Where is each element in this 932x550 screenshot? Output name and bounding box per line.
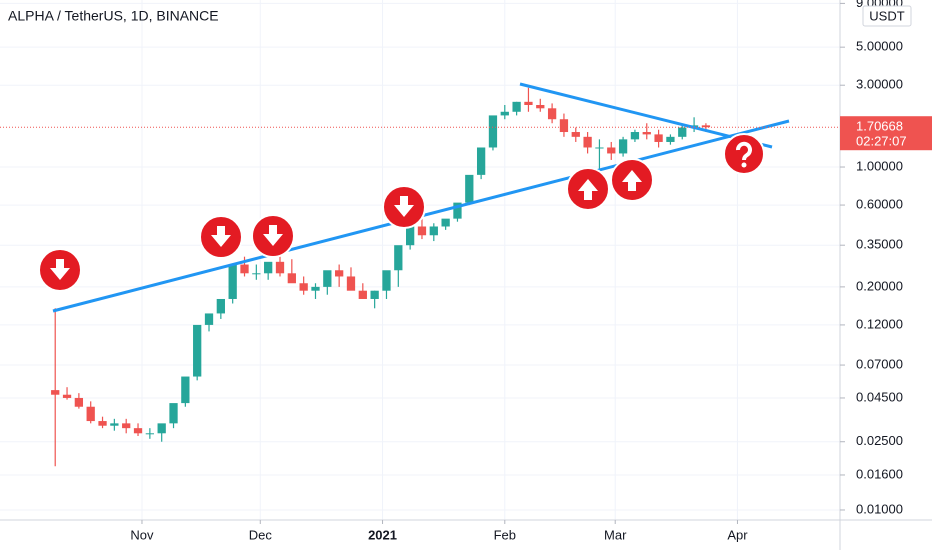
y-tick-label: 0.04500 — [856, 389, 903, 404]
candle-body — [287, 273, 296, 284]
x-tick-label: Dec — [249, 527, 273, 542]
candle-body — [536, 104, 545, 109]
y-tick-label: 0.01600 — [856, 466, 903, 481]
x-tick-label: Apr — [727, 527, 748, 542]
candle-body — [335, 270, 344, 277]
candle-body — [228, 264, 237, 299]
candle-body — [358, 290, 367, 299]
currency-label: USDT — [869, 8, 904, 23]
annotation-icons — [38, 133, 765, 292]
candle-body — [204, 313, 214, 325]
candle-body — [642, 132, 651, 135]
question-icon — [723, 133, 765, 175]
x-tick-label: 2021 — [368, 527, 397, 542]
candle-body — [666, 136, 675, 142]
candle-body — [311, 286, 320, 291]
y-tick-label: 0.35000 — [856, 237, 903, 252]
candle-body — [98, 421, 107, 426]
candle-body — [216, 298, 225, 314]
candle-body — [571, 132, 580, 137]
candle-body — [86, 406, 95, 422]
candle-body — [133, 428, 143, 434]
y-tick-label: 3.00000 — [856, 77, 903, 92]
candle-body — [51, 390, 60, 395]
resistance-trendline — [519, 82, 773, 149]
y-tick-label: 0.02500 — [856, 433, 903, 448]
candle-body — [500, 111, 509, 116]
candle-body — [654, 134, 663, 142]
x-tick-label: Nov — [130, 527, 154, 542]
candle-body — [547, 108, 557, 120]
candle-body — [701, 125, 711, 128]
candle-body — [441, 218, 450, 227]
y-tick-label: 0.12000 — [856, 316, 903, 331]
candle-body — [595, 147, 604, 149]
down-arrow-icon — [38, 248, 82, 292]
candle-body — [512, 101, 521, 112]
candle-body — [406, 226, 415, 246]
candle-body — [465, 174, 474, 203]
candle-body — [607, 147, 616, 154]
candle-body — [678, 127, 687, 137]
last-price-box — [840, 116, 932, 151]
candles — [51, 87, 711, 467]
candle-body — [583, 136, 592, 148]
candle-body — [110, 423, 119, 426]
last-price-label: 1.70668 — [856, 119, 903, 134]
candle-body — [181, 376, 190, 404]
candle-body — [252, 273, 261, 275]
candle-body — [618, 139, 628, 154]
up-arrow-icon — [610, 158, 654, 202]
candle-body — [157, 423, 166, 434]
candle-body — [264, 261, 273, 274]
y-tick-label: 0.20000 — [856, 278, 903, 293]
currency-box — [862, 5, 912, 27]
candle-body — [122, 423, 131, 429]
candle-body — [370, 290, 379, 299]
x-tick-label: Feb — [494, 527, 516, 542]
candle-body — [169, 403, 178, 424]
y-tick-label: 0.60000 — [856, 197, 903, 212]
x-tick-label: Mar — [604, 527, 627, 542]
candle-body — [240, 264, 249, 274]
y-tick-label: 1.00000 — [856, 158, 903, 173]
candle-body — [323, 270, 332, 287]
candle-body — [62, 394, 72, 398]
candle-body — [145, 433, 154, 435]
candle-body — [394, 245, 403, 271]
y-tick-label: 0.01000 — [856, 501, 903, 516]
candle-body — [299, 283, 308, 291]
candle-body — [476, 147, 486, 175]
candle-body — [524, 101, 533, 105]
y-tick-label: 9.00000 — [856, 0, 903, 10]
candle-body — [382, 270, 391, 291]
candle-body — [630, 132, 640, 140]
down-arrow-icon — [251, 214, 295, 258]
candle-body — [74, 397, 84, 407]
candle-body — [559, 119, 569, 133]
y-tick-label: 0.07000 — [856, 356, 903, 371]
countdown-label: 02:27:07 — [856, 134, 907, 149]
candle-body — [346, 276, 356, 291]
down-arrow-icon — [382, 185, 426, 229]
grid — [0, 0, 840, 520]
up-arrow-icon — [566, 167, 610, 211]
y-tick-label: 5.00000 — [856, 39, 903, 54]
candle-body — [193, 324, 202, 377]
candle-body — [429, 226, 438, 236]
down-arrow-icon — [199, 215, 243, 259]
candle-body — [417, 226, 427, 236]
candle-body — [275, 261, 285, 274]
chart-title: ALPHA / TetherUS, 1D, BINANCE — [8, 8, 219, 24]
candle-body — [488, 115, 498, 148]
candle-body — [453, 202, 462, 219]
